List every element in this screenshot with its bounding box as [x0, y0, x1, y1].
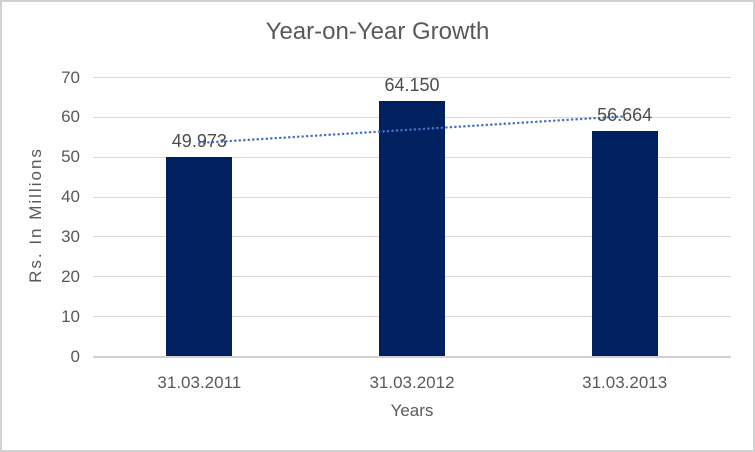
x-tick-label: 31.03.2011	[157, 373, 242, 392]
y-tick-label: 10	[61, 306, 80, 326]
x-tick-label: 31.03.2012	[369, 373, 455, 392]
y-tick-label: 70	[61, 67, 80, 87]
y-tick-label: 50	[61, 147, 80, 167]
bar-value-label: 56.664	[597, 104, 653, 125]
y-tick-label: 20	[61, 266, 80, 286]
x-tick-label: 31.03.2013	[582, 373, 668, 392]
bar-value-label: 49.973	[171, 131, 227, 152]
chart-title: Year-on-Year Growth	[265, 18, 490, 45]
y-tick-label: 0	[70, 346, 80, 366]
x-axis-title: Years	[390, 401, 434, 420]
bar	[166, 157, 233, 357]
gridline	[93, 77, 731, 78]
y-tick-label: 60	[61, 107, 80, 127]
bar-value-label: 64.150	[384, 74, 440, 95]
bar	[591, 130, 658, 357]
bar	[379, 100, 445, 357]
y-tick-label: 40	[61, 187, 80, 207]
x-axis-line	[93, 355, 731, 358]
y-tick-label: 30	[61, 226, 80, 246]
y-axis-title: Rs. In Millions	[26, 147, 45, 283]
